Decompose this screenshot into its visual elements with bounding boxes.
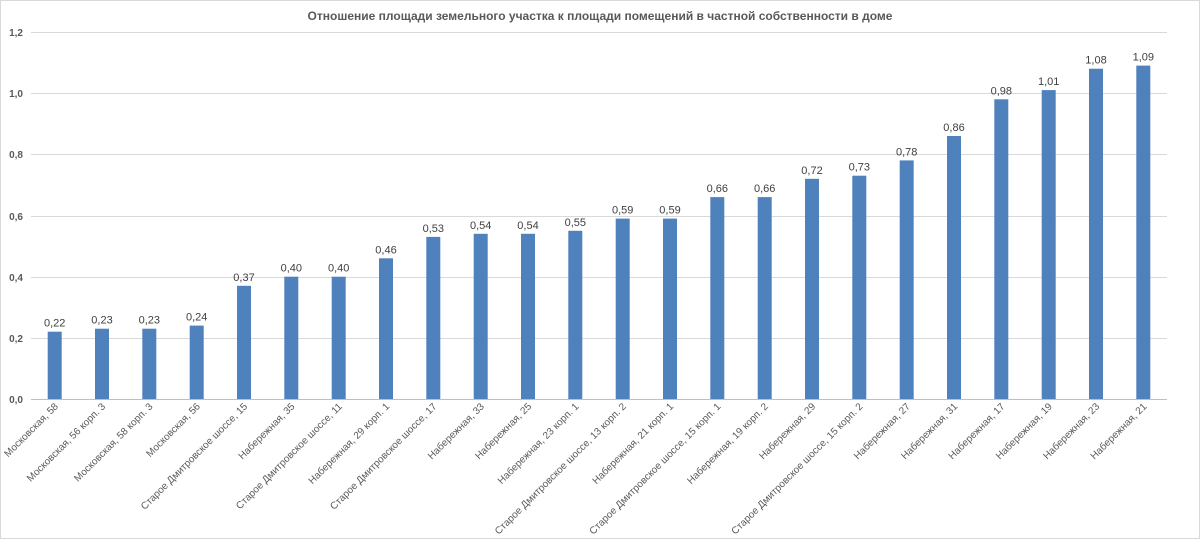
- data-label: 0,40: [281, 263, 302, 275]
- bar: [426, 236, 441, 399]
- bar: [142, 328, 157, 399]
- x-tick-label: Набережная, 29 корп. 1: [306, 400, 392, 486]
- bar: [473, 233, 488, 399]
- data-label: 0,23: [139, 315, 160, 327]
- bar: [710, 197, 725, 399]
- bar: [1136, 65, 1151, 399]
- data-label: 0,86: [943, 122, 964, 134]
- data-label: 0,55: [565, 217, 586, 229]
- y-tick-label: 1,2: [9, 28, 23, 39]
- gridlines: [31, 32, 1167, 400]
- y-tick-label: 0,0: [9, 395, 23, 406]
- y-tick-label: 1,0: [9, 89, 23, 100]
- bar: [379, 258, 393, 399]
- bar: [899, 160, 914, 399]
- y-tick-label: 0,2: [9, 334, 23, 345]
- x-tick-label: Набережная, 23 корп. 1: [495, 400, 581, 486]
- bar: [947, 136, 961, 399]
- bar: [521, 233, 535, 399]
- bar: [1041, 90, 1056, 399]
- data-label: 1,01: [1038, 76, 1059, 88]
- bar: [95, 328, 109, 399]
- bar: [994, 99, 1009, 400]
- x-tick-label: Московская, 56 корп. 3: [25, 401, 108, 484]
- bar: [663, 218, 677, 399]
- data-label: 1,08: [1085, 55, 1106, 67]
- bar: [1089, 68, 1103, 399]
- bars: [47, 65, 1151, 400]
- bar: [237, 285, 251, 399]
- data-label: 0,72: [801, 165, 822, 177]
- chart-title: Отношение площади земельного участка к п…: [308, 9, 893, 23]
- bar: [47, 331, 62, 399]
- bar: [568, 230, 583, 399]
- data-label: 0,37: [233, 272, 254, 284]
- bar: [805, 178, 819, 399]
- bar: [284, 276, 299, 399]
- y-tick-label: 0,6: [9, 212, 23, 223]
- data-label: 0,23: [91, 315, 112, 327]
- bar: [331, 276, 346, 399]
- data-label: 0,66: [707, 183, 728, 195]
- x-tick-label: Старое Дмитровское шоссе, 17: [328, 401, 439, 512]
- data-label: 0,59: [659, 205, 680, 217]
- data-label: 0,46: [375, 244, 396, 256]
- data-label: 0,54: [470, 220, 491, 232]
- data-label: 0,22: [44, 318, 65, 330]
- bar: [189, 325, 204, 399]
- x-tick-label: Московская, 58 корп. 3: [72, 401, 155, 484]
- data-label: 1,09: [1133, 52, 1154, 64]
- data-label: 0,54: [517, 220, 538, 232]
- x-tick-label: Старое Дмитровское шоссе, 15: [139, 401, 250, 512]
- data-label: 0,40: [328, 263, 349, 275]
- x-tick-label: Набережная, 19 корп. 2: [685, 400, 771, 486]
- data-label: 0,73: [849, 162, 870, 174]
- data-label: 0,59: [612, 205, 633, 217]
- y-tick-label: 0,4: [9, 273, 23, 284]
- data-label: 0,53: [423, 223, 444, 235]
- data-label: 0,78: [896, 146, 917, 158]
- data-label: 0,66: [754, 183, 775, 195]
- data-label: 0,98: [991, 85, 1012, 97]
- data-labels: 0,22 0,23 0,23 0,24 0,37 0,40 0,40 0,46 0,53 0,54…: [44, 52, 1154, 330]
- y-axis-ticks: 0,0 0,2 0,4 0,6 0,8 1,0 1,2: [9, 28, 23, 406]
- bar: [757, 197, 772, 399]
- x-tick-label: Набережная, 21 корп. 1: [590, 400, 676, 486]
- bar: [615, 218, 630, 399]
- y-tick-label: 0,8: [9, 150, 23, 161]
- bar: [852, 175, 867, 399]
- data-label: 0,24: [186, 312, 207, 324]
